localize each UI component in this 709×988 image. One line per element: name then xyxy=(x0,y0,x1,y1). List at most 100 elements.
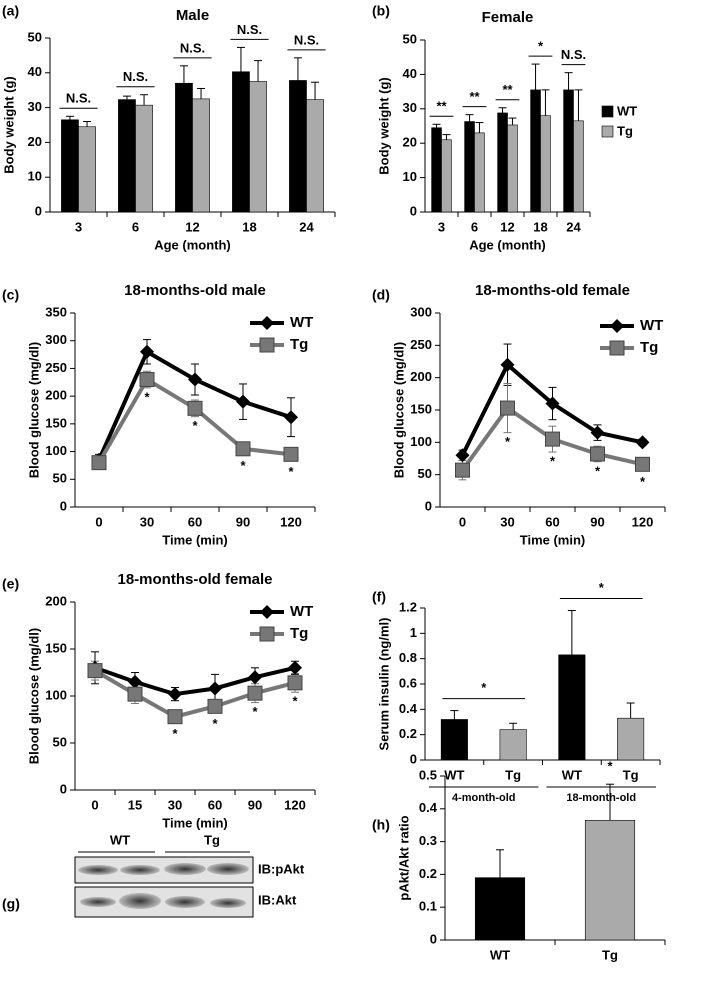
x-tick-label: Tg xyxy=(623,767,639,782)
bar xyxy=(507,124,518,213)
y-tick-label: 0.1 xyxy=(419,899,437,914)
y-axis-label: Serum insulin (ng/ml) xyxy=(376,618,391,751)
x-tick-label: WT xyxy=(562,767,582,782)
x-tick-label: WT xyxy=(444,767,464,782)
sig-label: * xyxy=(240,458,246,473)
marker xyxy=(207,698,223,714)
y-tick-label: 250 xyxy=(45,360,67,375)
sig-label: * xyxy=(538,39,544,54)
legend-swatch xyxy=(601,125,614,138)
x-tick-label: 0 xyxy=(91,797,98,812)
marker xyxy=(91,455,107,471)
group-label: 4-month-old xyxy=(452,792,516,804)
x-tick-label: 3 xyxy=(75,219,82,234)
marker xyxy=(590,425,605,440)
bar xyxy=(464,121,475,213)
blot-band xyxy=(80,897,116,907)
marker xyxy=(260,316,274,330)
x-axis-label: Time (min) xyxy=(162,532,228,547)
y-axis-label: Body weight (g) xyxy=(376,77,391,175)
panel-label: (e) xyxy=(2,576,19,592)
sig-label: N.S. xyxy=(123,69,148,84)
y-tick-label: 0 xyxy=(425,498,432,513)
y-tick-label: 150 xyxy=(45,640,67,655)
sig-label: * xyxy=(288,464,294,479)
y-tick-label: 50 xyxy=(418,466,432,481)
panel-label: (a) xyxy=(2,3,19,19)
bar xyxy=(530,89,541,213)
y-tick-label: 100 xyxy=(410,434,432,449)
sig-label: * xyxy=(252,704,258,719)
sig-label: * xyxy=(595,463,601,478)
sig-label: ** xyxy=(502,82,513,97)
marker xyxy=(609,340,625,356)
blot-band xyxy=(78,865,118,875)
y-axis-label: Body weight (g) xyxy=(1,76,16,174)
y-tick-label: 0.4 xyxy=(399,701,418,716)
marker xyxy=(247,685,263,701)
marker xyxy=(590,446,605,462)
x-tick-label: 60 xyxy=(545,514,559,529)
y-tick-label: 100 xyxy=(45,687,67,702)
y-tick-label: 0.8 xyxy=(399,650,417,665)
legend-label: WT xyxy=(617,103,637,118)
bar xyxy=(61,119,79,213)
marker xyxy=(545,396,560,411)
blot-band xyxy=(164,863,206,875)
blot-band xyxy=(207,863,249,875)
blot-band xyxy=(210,898,246,908)
y-tick-label: 300 xyxy=(410,304,432,319)
y-tick-label: 350 xyxy=(45,304,67,319)
legend-label: WT xyxy=(640,317,663,334)
y-tick-label: 0 xyxy=(430,931,437,946)
x-tick-label: 30 xyxy=(168,797,182,812)
chart-title: Male xyxy=(176,7,209,24)
group-label: 18-month-old xyxy=(566,792,636,804)
bar xyxy=(558,654,586,761)
x-tick-label: 18 xyxy=(533,219,547,234)
x-tick-label: 120 xyxy=(284,797,306,812)
panel-label: (c) xyxy=(2,287,19,303)
y-tick-label: 0.5 xyxy=(419,767,437,782)
marker xyxy=(283,446,299,462)
y-tick-label: 200 xyxy=(410,369,432,384)
blot-band xyxy=(120,865,160,875)
marker xyxy=(187,400,203,416)
x-tick-label: 120 xyxy=(280,514,302,529)
marker xyxy=(128,674,142,689)
x-tick-label: 0 xyxy=(459,514,466,529)
y-tick-label: 100 xyxy=(45,443,67,458)
marker xyxy=(610,319,624,333)
x-tick-label: 90 xyxy=(236,514,250,529)
y-tick-label: 0.6 xyxy=(399,675,417,690)
x-axis-label: Time (min) xyxy=(520,532,586,547)
y-tick-label: 150 xyxy=(410,401,432,416)
x-tick-label: 3 xyxy=(438,219,445,234)
x-tick-label: 12 xyxy=(185,219,199,234)
legend-label: WT xyxy=(290,314,313,331)
chart-title: 18-months-old male xyxy=(124,282,266,299)
y-axis-label: pAkt/Akt ratio xyxy=(396,815,411,900)
sig-label: * xyxy=(550,453,556,468)
y-tick-label: 150 xyxy=(45,415,67,430)
panel-label: (f) xyxy=(372,589,386,605)
y-tick-label: 200 xyxy=(45,388,67,403)
marker xyxy=(500,357,515,372)
bar xyxy=(440,719,468,761)
series-line xyxy=(94,665,296,697)
y-tick-label: 50 xyxy=(403,31,417,46)
sig-label: * xyxy=(481,680,487,695)
y-tick-label: 0.2 xyxy=(419,866,437,881)
marker xyxy=(139,372,155,388)
sig-label: ** xyxy=(436,99,447,114)
y-tick-label: 0.2 xyxy=(399,726,417,741)
x-tick-label: 0 xyxy=(95,514,102,529)
x-tick-label: Tg xyxy=(505,767,521,782)
blot-group: WT xyxy=(110,832,130,847)
y-tick-label: 1.2 xyxy=(399,599,417,614)
y-tick-label: 0 xyxy=(60,498,67,513)
marker xyxy=(500,400,515,416)
chart-title: 18-months-old female xyxy=(475,282,630,299)
y-tick-label: 40 xyxy=(28,64,42,79)
